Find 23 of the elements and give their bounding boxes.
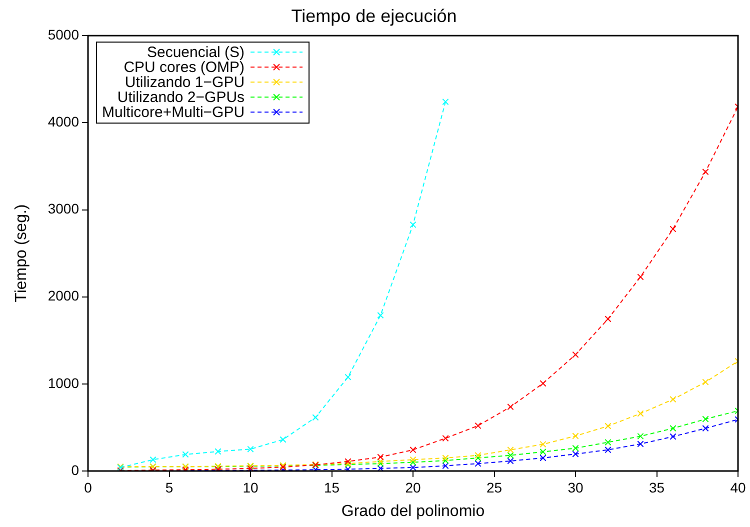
x-tick-label: 35 <box>648 479 665 496</box>
y-axis-title: Tiempo (seg.) <box>13 204 30 302</box>
x-tick-label: 20 <box>405 479 421 496</box>
y-tick-label: 1000 <box>48 374 80 391</box>
x-tick-label: 0 <box>84 479 92 496</box>
y-tick-label: 0 <box>71 462 80 478</box>
legend-label: Multicore+Multi−GPU <box>102 104 245 122</box>
legend-label: CPU cores (OMP) <box>124 59 245 76</box>
y-tick-label: 4000 <box>48 114 80 130</box>
y-tick-label: 3000 <box>48 200 80 217</box>
x-tick-label: 25 <box>486 479 502 496</box>
x-tick-label: 15 <box>324 479 340 496</box>
legend-label: Utilizando 2−GPUs <box>117 89 245 106</box>
y-tick-label: 5000 <box>48 26 80 42</box>
x-tick-label: 10 <box>242 479 258 496</box>
y-tick-label: 2000 <box>48 288 80 304</box>
legend-label: Secuencial (S) <box>146 44 245 62</box>
x-tick-label: 30 <box>568 479 584 496</box>
x-tick-label: 5 <box>165 479 174 496</box>
chart-title: Tiempo de ejecución <box>291 6 457 26</box>
x-tick-label: 40 <box>730 479 746 496</box>
legend-label: Utilizando 1−GPU <box>124 74 245 92</box>
x-axis-title: Grado del polinomio <box>341 502 485 520</box>
